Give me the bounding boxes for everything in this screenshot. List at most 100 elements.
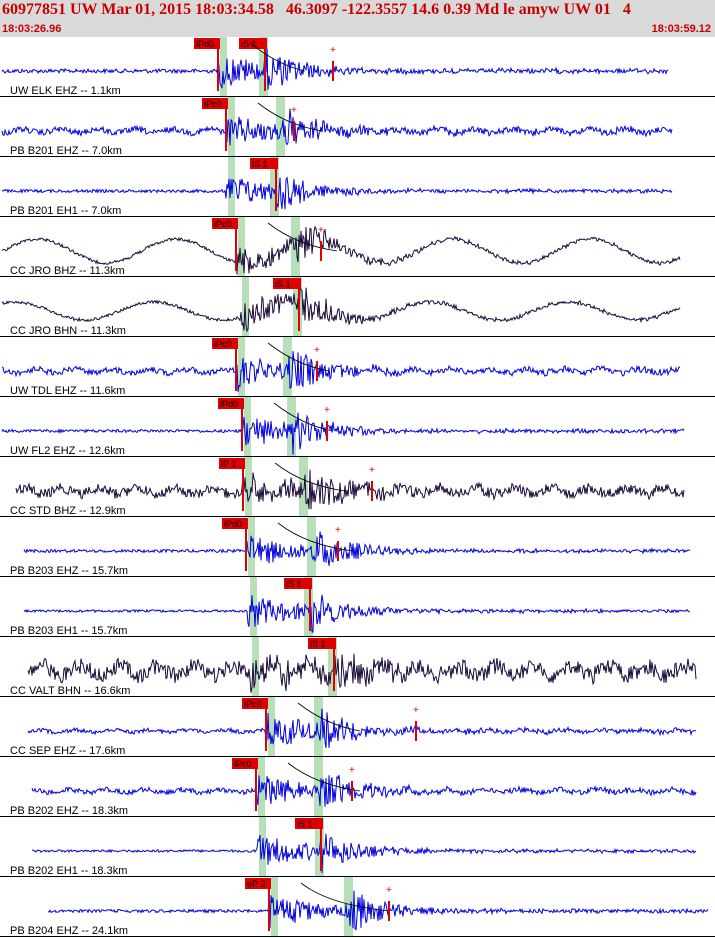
amplitude-marker: + [330,45,336,56]
p-pick-flag[interactable] [194,38,220,49]
p-pick-flag[interactable] [222,518,248,529]
travel-time-curve [249,42,306,72]
waveform [27,708,697,748]
channel-label: PB B202 EH1 -- 18.3km [10,865,127,877]
event-title: 60977851 UW Mar 01, 2015 18:03:34.58 46.… [2,1,631,18]
p-pick-flag[interactable] [212,338,238,349]
channel-label: PB B204 EHZ -- 24.1km [10,925,128,937]
p-pick-label: iPd0 [224,519,242,529]
s-window-band [276,97,285,157]
s-window-band [344,877,353,937]
waveform [47,890,709,931]
waveform [31,774,697,807]
s-pick-flag[interactable] [273,278,301,289]
s-pick-flag[interactable] [284,578,312,589]
amplitude-marker: + [413,705,419,716]
s-pick-flag[interactable] [295,818,323,829]
channel-label: CC SEP EHZ -- 17.6km [10,745,125,757]
trace-row[interactable]: iS 1 CC JRO BHN -- 11.3km [0,277,715,337]
header-bar: 60977851 UW Mar 01, 2015 18:03:34.58 46.… [0,0,715,37]
amplitude-marker: + [369,465,375,476]
p-window-band [248,517,255,577]
s-pick-label: iS 1 [252,159,268,169]
travel-time-curve [267,342,330,372]
trace-row[interactable]: iPc0 + PB B201 EHZ -- 7.0km [0,97,715,157]
trace-row[interactable]: eP 2 + PB B204 EHZ -- 24.1km [0,877,715,937]
seismogram-panel[interactable]: iPd0 iS 1 + UW ELK EHZ -- 1.1km iPc0 + PB B201… [0,37,715,938]
travel-time-curve [257,102,323,132]
waveform [1,176,673,210]
waveform [27,653,697,693]
s-pick-label: iS 1 [310,639,326,649]
p-window-band [220,37,227,97]
p-pick-label: iPc0 [234,759,252,769]
travel-time-curve [297,702,361,732]
travel-time-curve [277,522,354,552]
travel-time-curve [267,222,338,252]
amplitude-marker: + [335,525,341,536]
trace-row[interactable]: iS 1 CC VALT BHN -- 16.6km [0,637,715,697]
seismogram-traces[interactable]: iPd0 iS 1 + UW ELK EHZ -- 1.1km iPc0 + PB B201… [0,37,715,938]
s-pick-flag[interactable] [250,158,278,169]
p-pick-flag[interactable] [245,878,271,889]
s-pick-flag[interactable] [239,38,267,49]
waveform [23,531,691,566]
p-pick-flag[interactable] [212,218,238,229]
trace-row[interactable]: iS 1 PB B201 EH1 -- 7.0km [0,157,715,217]
p-pick-label: eP 2 [247,879,265,889]
p-pick-flag[interactable] [242,698,268,709]
s-pick-label: iS 1 [286,579,302,589]
p-pick-flag[interactable] [202,98,228,109]
trace-row[interactable]: iPd0 + UW FL2 EHZ -- 12.6km [0,397,715,457]
trace-row[interactable]: iPd0 + PB B203 EHZ -- 15.7km [0,517,715,577]
amplitude-marker: + [349,765,355,776]
s-window-band [328,637,337,697]
p-pick-label: iPc0 [214,339,232,349]
trace-row[interactable]: iPc0 + CC SEP EHZ -- 17.6km [0,697,715,757]
p-pick-label: iPd0 [220,399,238,409]
amplitude-marker: + [318,225,324,236]
waveform [15,469,685,510]
channel-label: CC JRO BHZ -- 11.3km [10,265,125,277]
s-window-band [314,697,323,757]
p-window-band [245,457,252,517]
s-pick-label: iS 1 [275,279,291,289]
waveform [23,594,690,633]
p-window-band [271,877,278,937]
s-pick-label: iS 1 [241,39,257,49]
p-pick-label: iPd0 [196,39,214,49]
p-pick-flag[interactable] [218,398,244,409]
trace-row[interactable]: iP 1 + CC STD BHZ -- 12.9km [0,457,715,517]
p-pick-flag[interactable] [232,758,258,769]
waveform [1,286,681,333]
s-pick-flag[interactable] [308,638,336,649]
channel-label: PB B203 EHZ -- 15.7km [10,565,128,577]
amplitude-marker: + [324,405,330,416]
s-window-band [299,457,308,517]
p-window-band [238,337,245,397]
trace-row[interactable]: iPc0 + PB B202 EHZ -- 18.3km [0,757,715,817]
waveform [1,351,681,392]
p-window-band [228,97,235,157]
window-end-time: 18:03:59.12 [651,23,711,35]
amplitude-marker: + [314,345,320,356]
s-pick-label: iS 1 [297,819,313,829]
trace-row[interactable]: iPd0 iS 1 + UW ELK EHZ -- 1.1km [0,37,715,97]
p-pick-label: iPc0 [214,219,232,229]
trace-row[interactable]: iPc0 + CC JRO BHZ -- 11.3km [0,217,715,277]
p-pick-label: iPc0 [244,699,262,709]
p-pick-flag[interactable] [219,458,245,469]
window-start-time: 18:03:26.96 [2,23,62,35]
travel-time-curve [274,462,346,492]
waveform [1,108,673,146]
trace-row[interactable]: iS 1 PB B203 EH1 -- 15.7km [0,577,715,637]
channel-label: UW TDL EHZ -- 11.6km [10,385,125,397]
channel-label: CC STD BHZ -- 12.9km [10,505,126,517]
p-pick-label: iPc0 [204,99,222,109]
s-window-band [314,757,323,817]
waveform [31,833,697,874]
p-window-band [238,217,245,277]
trace-row[interactable]: iPc0 + UW TDL EHZ -- 11.6km [0,337,715,397]
amplitude-marker: + [386,885,392,896]
trace-row[interactable]: iS 1 PB B202 EH1 -- 18.3km [0,817,715,877]
